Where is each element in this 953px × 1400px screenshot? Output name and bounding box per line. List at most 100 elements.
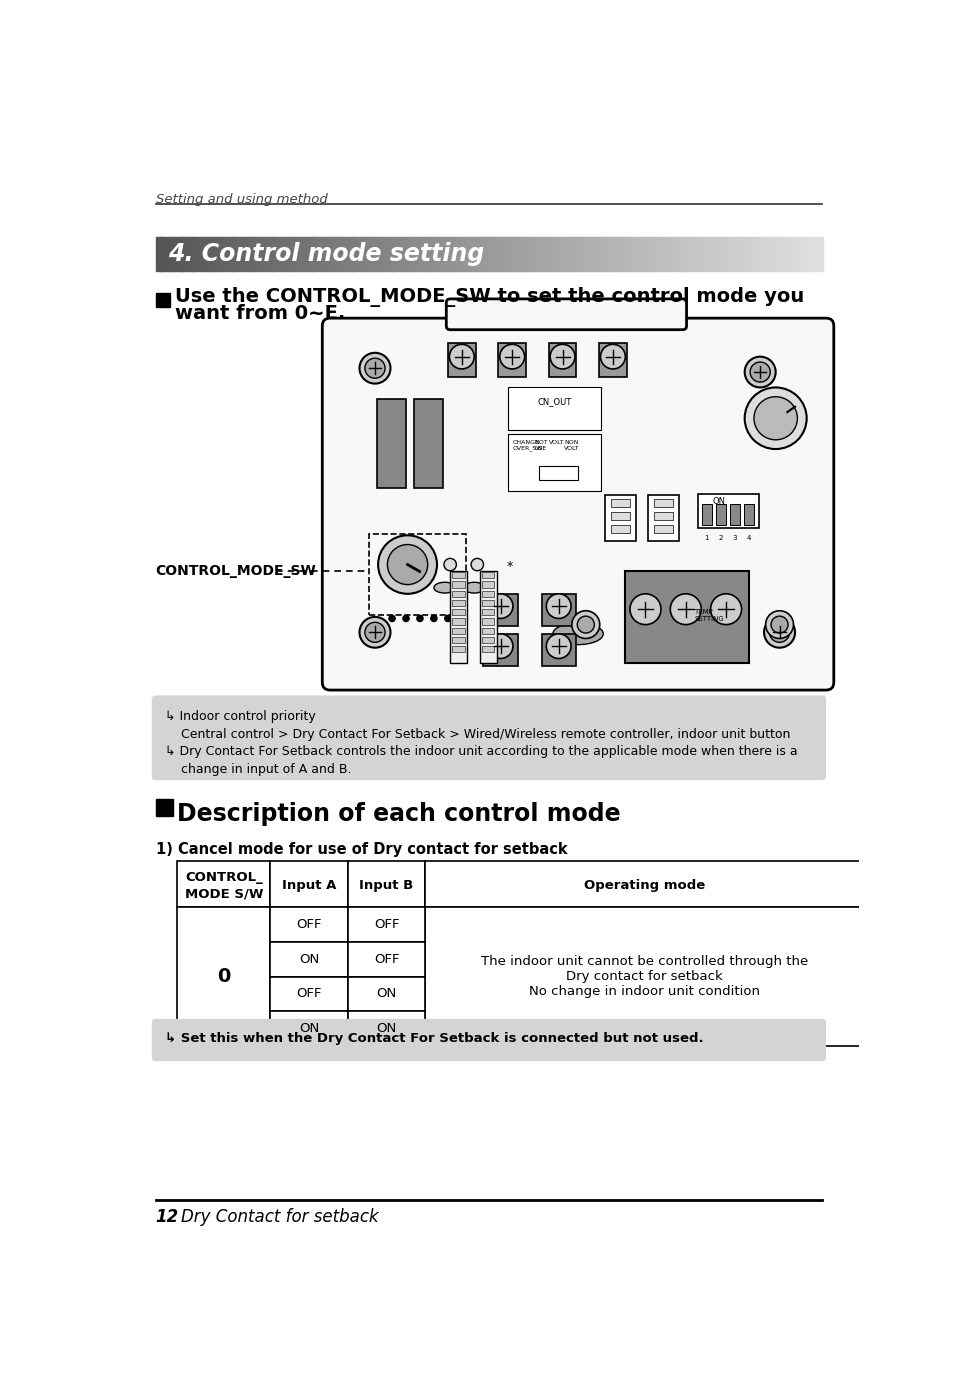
Text: OFF: OFF	[296, 987, 321, 1001]
Circle shape	[449, 344, 474, 370]
Bar	[753, 237, 755, 272]
Bar	[376, 399, 406, 487]
Ellipse shape	[553, 623, 602, 644]
Bar	[422, 237, 424, 272]
Bar	[425, 907, 862, 1046]
Bar	[546, 237, 549, 272]
Text: ↳ Dry Contact For Setback controls the indoor unit according to the applicable m: ↳ Dry Contact For Setback controls the i…	[165, 745, 797, 759]
Bar	[808, 237, 811, 272]
Bar	[257, 237, 260, 272]
Bar	[406, 237, 409, 272]
Text: Central control > Dry Contact For Setback > Wired/Wireless remote controller, in: Central control > Dry Contact For Setbac…	[165, 728, 789, 741]
Circle shape	[702, 633, 723, 654]
Bar	[362, 237, 364, 272]
Bar	[697, 237, 700, 272]
Bar	[797, 237, 800, 272]
Bar	[449, 237, 451, 272]
Bar	[399, 237, 402, 272]
Bar	[275, 237, 278, 272]
Bar	[673, 237, 676, 272]
Bar	[604, 237, 606, 272]
Bar	[544, 237, 546, 272]
Bar	[535, 237, 537, 272]
Bar	[646, 237, 649, 272]
Bar	[504, 237, 507, 272]
FancyBboxPatch shape	[152, 1019, 825, 1061]
Bar	[483, 594, 517, 626]
Bar	[211, 237, 213, 272]
Bar	[193, 237, 196, 272]
Bar	[382, 237, 384, 272]
Text: Operating mode: Operating mode	[583, 879, 704, 892]
Bar	[481, 647, 494, 652]
Text: ↳ Set this when the Dry Contact For Setback is connected but not used.: ↳ Set this when the Dry Contact For Setb…	[165, 1032, 703, 1044]
Bar	[701, 504, 711, 525]
Bar	[633, 237, 636, 272]
Circle shape	[629, 594, 660, 624]
Bar	[215, 237, 218, 272]
Bar	[424, 237, 427, 272]
Bar	[575, 237, 578, 272]
Bar	[647, 496, 679, 542]
FancyBboxPatch shape	[446, 300, 686, 330]
Bar	[270, 861, 348, 907]
Bar	[654, 512, 672, 519]
Bar	[666, 237, 669, 272]
Bar	[413, 237, 416, 272]
Text: NON
VOLT: NON VOLT	[563, 440, 579, 451]
Bar	[639, 237, 642, 272]
Bar	[348, 1011, 425, 1046]
Text: 3: 3	[732, 535, 736, 540]
Bar	[160, 237, 163, 272]
Bar	[270, 942, 348, 977]
Bar	[436, 237, 437, 272]
Bar	[777, 237, 780, 272]
Bar	[501, 237, 504, 272]
Bar	[806, 237, 808, 272]
Bar	[433, 237, 436, 272]
Bar	[452, 627, 464, 634]
Bar	[679, 237, 682, 272]
Bar	[447, 343, 476, 378]
Bar	[217, 237, 220, 272]
Bar	[559, 237, 562, 272]
Bar	[481, 591, 494, 596]
Bar	[517, 237, 520, 272]
Bar	[713, 237, 715, 272]
Bar	[404, 237, 407, 272]
Bar	[741, 237, 744, 272]
Bar	[481, 609, 494, 616]
Bar	[571, 237, 573, 272]
Text: ↳ Indoor control priority: ↳ Indoor control priority	[165, 710, 315, 722]
Bar	[624, 237, 626, 272]
Bar	[601, 237, 604, 272]
Text: OFF: OFF	[374, 952, 399, 966]
Bar	[743, 237, 746, 272]
Bar	[344, 237, 347, 272]
Bar	[631, 237, 633, 272]
Bar	[579, 237, 582, 272]
Text: 2: 2	[718, 535, 722, 540]
Bar	[708, 237, 711, 272]
Bar	[233, 237, 235, 272]
Bar	[237, 237, 240, 272]
Bar	[462, 237, 464, 272]
Bar	[573, 237, 576, 272]
Bar	[611, 525, 629, 533]
Bar	[331, 237, 334, 272]
Bar	[521, 237, 524, 272]
Bar	[377, 237, 380, 272]
Bar	[519, 237, 522, 272]
Bar	[499, 237, 502, 272]
Bar	[654, 498, 672, 507]
Bar	[723, 237, 726, 272]
Circle shape	[365, 622, 385, 643]
Bar	[375, 237, 377, 272]
Circle shape	[571, 610, 599, 638]
Bar	[531, 237, 533, 272]
Bar	[615, 237, 618, 272]
Text: OFF: OFF	[296, 918, 321, 931]
Bar	[783, 237, 786, 272]
Bar	[477, 237, 480, 272]
Bar	[177, 907, 270, 1046]
